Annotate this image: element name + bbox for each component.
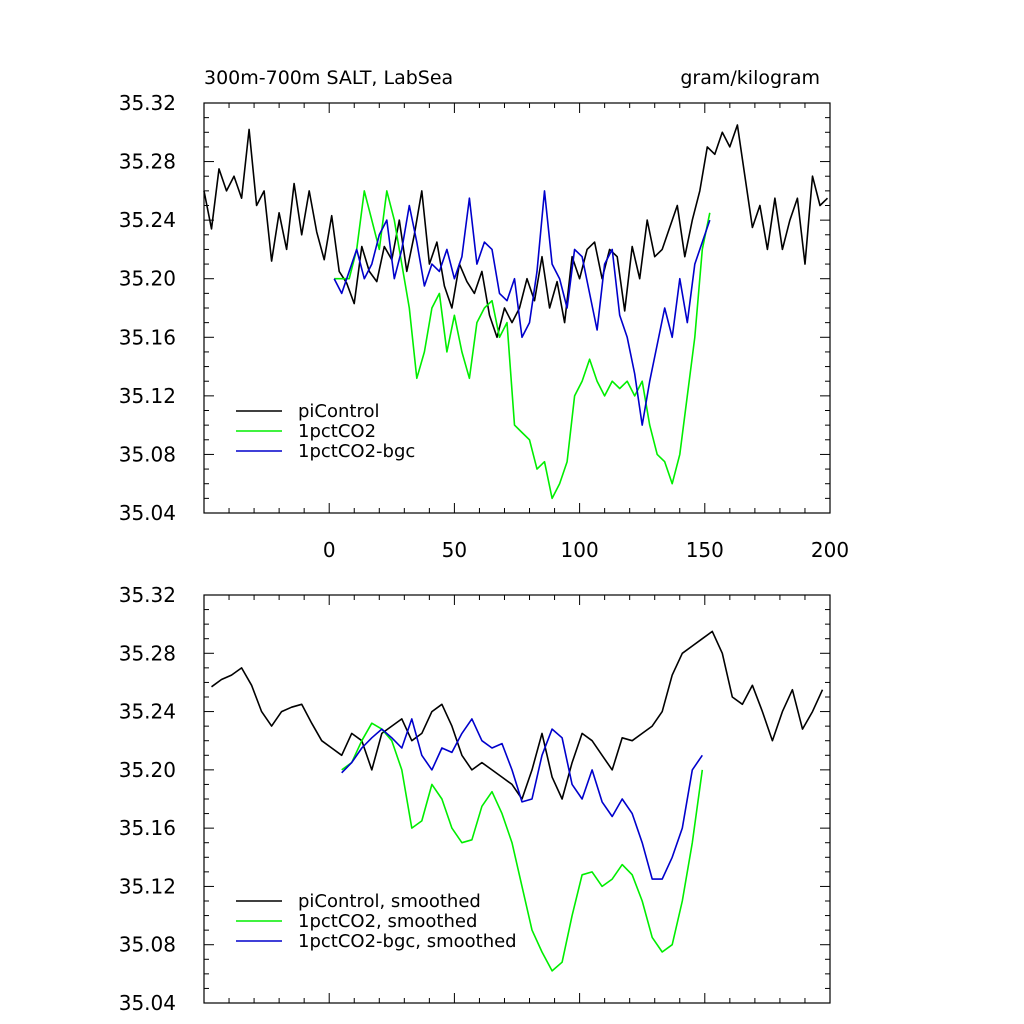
y-tick-label: 35.16 [119, 325, 176, 349]
y-tick-label: 35.24 [119, 208, 176, 232]
x-tick-label: 0 [323, 538, 336, 562]
y-tick-label: 35.16 [119, 816, 176, 840]
chart-title: 300m-700m SALT, LabSea [204, 67, 453, 89]
units-label: gram/kilogram [680, 67, 820, 89]
y-tick-label: 35.04 [119, 501, 176, 525]
x-tick-label: 50 [442, 538, 467, 562]
x-tick-label: 200 [811, 538, 849, 562]
bottom-panel: 35.04 35.08 35.12 35.16 35.20 35.24 35.28 35.32… [119, 583, 831, 1015]
y-tick-label: 35.28 [119, 150, 176, 174]
y-tick-label: 35.20 [119, 267, 176, 291]
legend-label: 1pctCO2-bgc, smoothed [298, 931, 517, 952]
legend-label: 1pctCO2, smoothed [298, 911, 477, 932]
y-tick-label: 35.08 [119, 933, 176, 957]
legend-label: piControl [298, 401, 380, 422]
series-line [341, 718, 703, 880]
y-tick-label: 35.32 [119, 91, 176, 115]
series-line [211, 630, 824, 800]
legend-label: piControl, smoothed [298, 891, 481, 912]
series-line [203, 124, 829, 339]
x-tick-label: 100 [561, 538, 599, 562]
y-tick-label: 35.28 [119, 641, 176, 665]
top-panel: 300m-700m SALT, LabSea gram/kilogram 35.… [119, 67, 849, 562]
series-line [333, 190, 711, 426]
series-line [334, 190, 711, 500]
y-tick-label: 35.12 [119, 384, 176, 408]
y-tick-label: 35.08 [119, 442, 176, 466]
y-tick-label: 35.04 [119, 991, 176, 1015]
y-tick-label: 35.32 [119, 583, 176, 607]
legend-label: 1pctCO2 [298, 421, 376, 442]
series-line [341, 722, 704, 972]
legend-label: 1pctCO2-bgc [298, 441, 415, 462]
y-tick-label: 35.24 [119, 700, 176, 724]
y-tick-label: 35.12 [119, 874, 176, 898]
x-tick-label: 150 [686, 538, 724, 562]
y-tick-label: 35.20 [119, 758, 176, 782]
